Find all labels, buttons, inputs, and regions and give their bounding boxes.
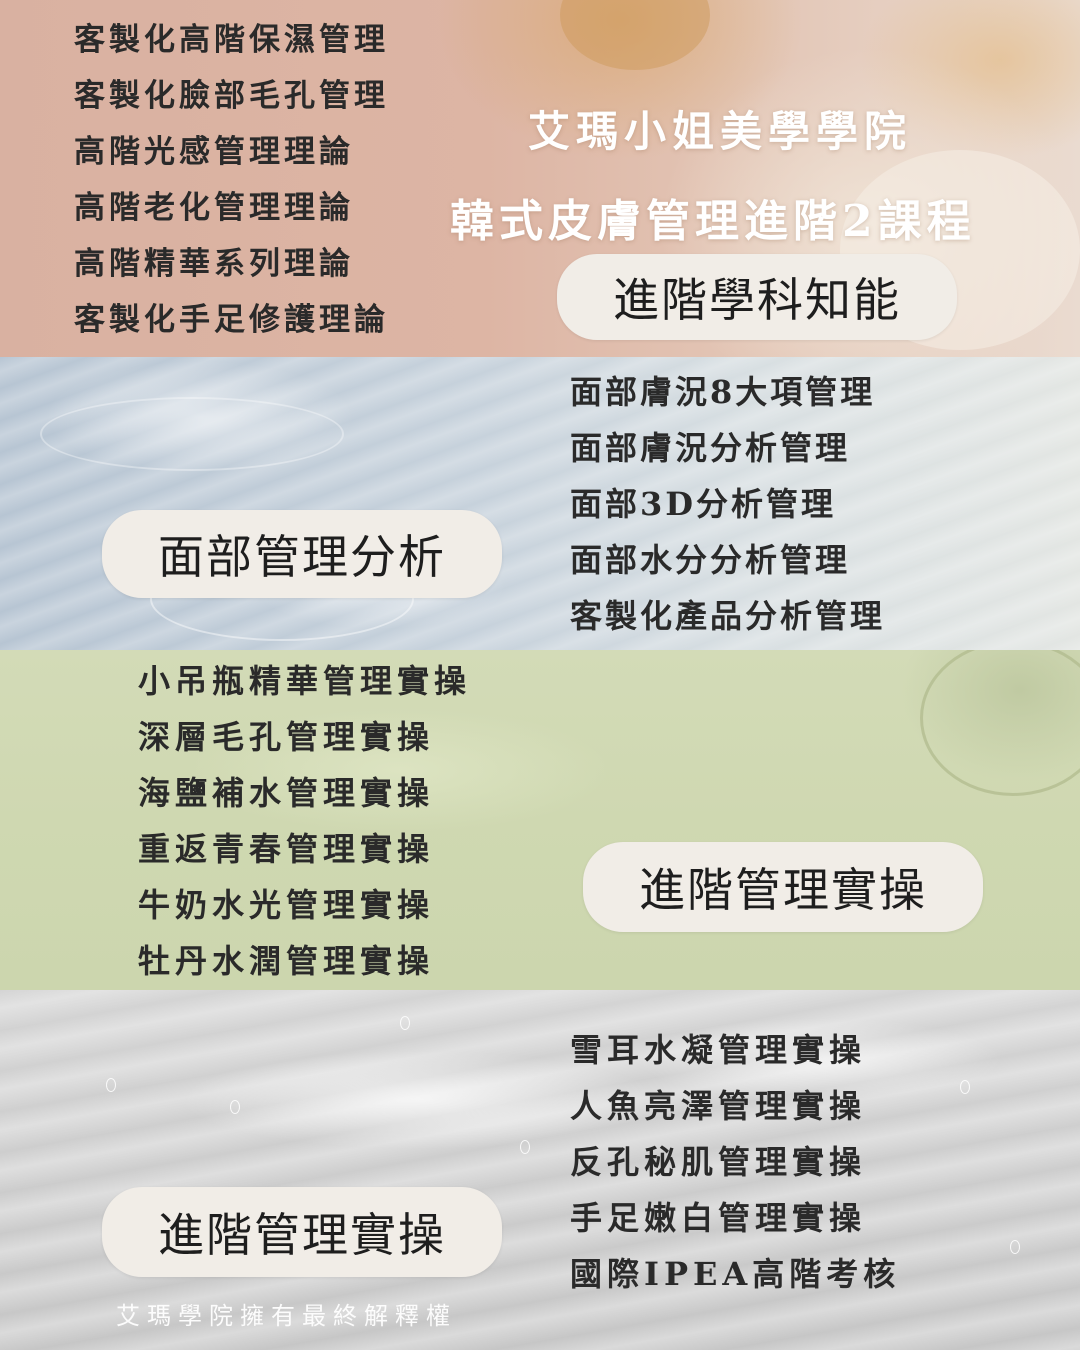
section-label-face-analysis: 面部管理分析 <box>102 510 502 598</box>
list-item: 客製化產品分析管理 <box>570 588 885 644</box>
course-list-practical-1: 小吊瓶精華管理實操 深層毛孔管理實操 海鹽補水管理實操 重返青春管理實操 牛奶水… <box>138 653 471 989</box>
list-item: 牡丹水潤管理實操 <box>138 933 471 989</box>
list-item: 面部水分分析管理 <box>570 532 885 588</box>
water-droplet-decoration <box>230 1100 240 1114</box>
list-item: 國際IPEA高階考核 <box>570 1246 900 1302</box>
course-title: 韓式皮膚管理進階2課程 <box>450 185 976 249</box>
list-item: 高階老化管理理論 <box>74 180 389 236</box>
list-item: 反孔秘肌管理實操 <box>570 1134 900 1190</box>
serum-drop-decoration <box>560 0 710 70</box>
list-item: 重返青春管理實操 <box>138 821 471 877</box>
water-droplet-decoration <box>1010 1240 1020 1254</box>
list-item: 高階精華系列理論 <box>74 236 389 292</box>
list-item: 小吊瓶精華管理實操 <box>138 653 471 709</box>
water-droplet-decoration <box>106 1078 116 1092</box>
list-item: 面部膚況8大項管理 <box>570 364 885 420</box>
water-droplet-decoration <box>520 1140 530 1154</box>
list-item: 牛奶水光管理實操 <box>138 877 471 933</box>
footer-disclaimer: 艾瑪學院擁有最終解釋權 <box>116 1296 457 1331</box>
course-list-theory: 客製化高階保濕管理 客製化臉部毛孔管理 高階光感管理理論 高階老化管理理論 高階… <box>74 12 389 348</box>
list-item: 深層毛孔管理實操 <box>138 709 471 765</box>
section-label-theory: 進階學科知能 <box>557 254 957 340</box>
list-item: 高階光感管理理論 <box>74 124 389 180</box>
course-list-face-analysis: 面部膚況8大項管理 面部膚況分析管理 面部3D分析管理 面部水分分析管理 客製化… <box>570 364 885 644</box>
list-item: 人魚亮澤管理實操 <box>570 1078 900 1134</box>
academy-title: 艾瑪小姐美學學院 <box>528 98 912 159</box>
course-list-practical-2: 雪耳水凝管理實操 人魚亮澤管理實操 反孔秘肌管理實操 手足嫩白管理實操 國際IP… <box>570 1022 900 1302</box>
list-item: 雪耳水凝管理實操 <box>570 1022 900 1078</box>
section-face-analysis <box>0 357 1080 650</box>
water-ripple-decoration <box>40 397 344 471</box>
section-label-practical-1: 進階管理實操 <box>583 842 983 932</box>
list-item: 手足嫩白管理實操 <box>570 1190 900 1246</box>
water-droplet-decoration <box>400 1016 410 1030</box>
list-item: 客製化手足修護理論 <box>74 292 389 348</box>
water-droplet-decoration <box>960 1080 970 1094</box>
list-item: 面部膚況分析管理 <box>570 420 885 476</box>
list-item: 面部3D分析管理 <box>570 476 885 532</box>
section-label-practical-2: 進階管理實操 <box>102 1187 502 1277</box>
list-item: 海鹽補水管理實操 <box>138 765 471 821</box>
cream-swirl-decoration <box>920 650 1080 796</box>
list-item: 客製化臉部毛孔管理 <box>74 68 389 124</box>
list-item: 客製化高階保濕管理 <box>74 12 389 68</box>
